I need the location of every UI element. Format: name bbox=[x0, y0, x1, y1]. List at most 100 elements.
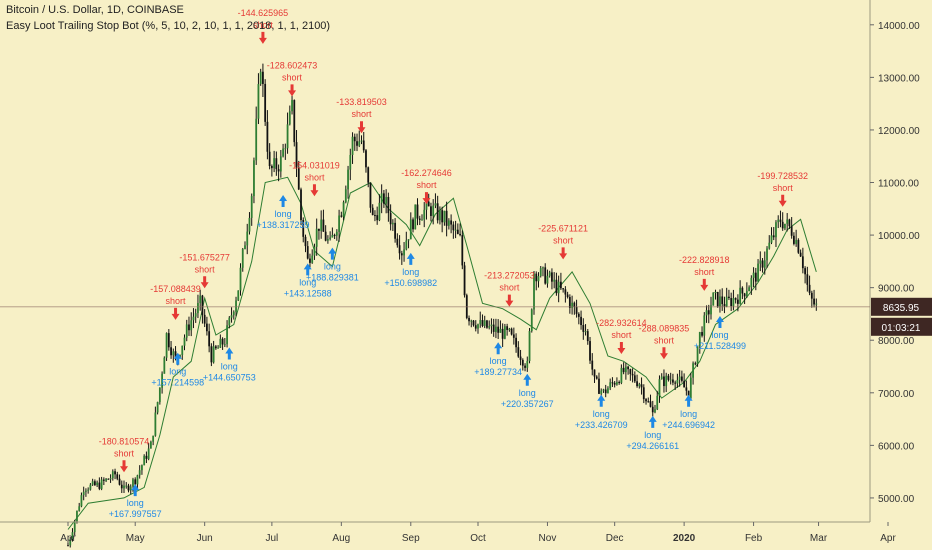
candle-body bbox=[279, 156, 282, 172]
candle-body bbox=[616, 382, 618, 385]
candle-body bbox=[680, 376, 683, 381]
candle-body bbox=[611, 382, 614, 384]
candle-body bbox=[676, 379, 679, 384]
candle-body bbox=[302, 220, 305, 237]
candle-body bbox=[185, 324, 188, 338]
candle-body bbox=[376, 215, 379, 221]
candle-body bbox=[622, 367, 625, 373]
x-tick-label: Aug bbox=[332, 533, 350, 544]
candle-body bbox=[282, 148, 284, 157]
x-tick-label: May bbox=[126, 533, 145, 544]
candle-body bbox=[772, 235, 775, 238]
signal-pnl-label: -162.274646 bbox=[401, 168, 452, 178]
signal-type-label: short bbox=[253, 20, 274, 30]
candle-body bbox=[237, 290, 240, 301]
candle-body bbox=[365, 150, 367, 168]
short-signal: -151.675277 short bbox=[179, 252, 230, 289]
signal-type-label: short bbox=[114, 448, 135, 458]
y-tick-label: 7000.00 bbox=[878, 389, 915, 400]
candle-body bbox=[179, 355, 181, 358]
candle-body bbox=[447, 220, 450, 226]
candle-body bbox=[241, 249, 244, 268]
candle-body bbox=[730, 298, 733, 307]
signal-pnl-label: +157.214598 bbox=[151, 378, 204, 388]
candle-body bbox=[250, 196, 253, 218]
candle-body bbox=[629, 369, 632, 374]
candle-body bbox=[472, 320, 475, 326]
candle-body bbox=[286, 124, 289, 149]
candle-body bbox=[537, 276, 540, 282]
signal-pnl-label: -288.089835 bbox=[639, 323, 690, 333]
candle-body bbox=[506, 326, 509, 330]
candle-body bbox=[459, 233, 461, 236]
candle-body bbox=[441, 210, 444, 223]
candle-body bbox=[660, 376, 663, 380]
candle-body bbox=[288, 111, 291, 125]
short-arrow-icon bbox=[357, 121, 366, 134]
candle-body bbox=[775, 222, 777, 238]
candle-body bbox=[206, 323, 208, 332]
candle-body bbox=[210, 346, 213, 363]
candle-body bbox=[566, 294, 569, 298]
candle-body bbox=[418, 218, 421, 220]
candle-body bbox=[315, 228, 318, 247]
candle-body bbox=[380, 193, 383, 203]
candle-body bbox=[651, 406, 654, 413]
signal-type-label: long bbox=[519, 388, 536, 398]
signal-pnl-label: -144.625965 bbox=[238, 8, 289, 18]
candle-body bbox=[535, 273, 538, 282]
countdown-label: 01:03:21 bbox=[882, 323, 921, 334]
candle-body bbox=[674, 382, 677, 384]
candle-body bbox=[98, 482, 101, 489]
candle-body bbox=[631, 373, 634, 376]
indicator-label: Easy Loot Trailing Stop Bot (%, 5, 10, 2… bbox=[6, 20, 331, 32]
candle-body bbox=[109, 478, 112, 480]
signal-type-label: long bbox=[490, 356, 507, 366]
candle-body bbox=[313, 246, 316, 256]
candle-body bbox=[766, 248, 768, 261]
signal-pnl-label: +150.698982 bbox=[384, 278, 437, 288]
candle-body bbox=[568, 297, 571, 308]
candle-body bbox=[685, 387, 688, 391]
candle-body bbox=[793, 235, 795, 244]
candle-body bbox=[627, 366, 630, 370]
candle-body bbox=[306, 246, 309, 259]
candle-body bbox=[423, 209, 426, 220]
candle-body bbox=[528, 331, 531, 361]
candle-body bbox=[154, 412, 157, 436]
candle-body bbox=[349, 154, 352, 170]
candle-body bbox=[253, 160, 255, 197]
short-signal: -199.728532 short bbox=[757, 171, 808, 207]
y-tick-label: 10000.00 bbox=[878, 231, 920, 242]
candle-body bbox=[369, 182, 372, 208]
candle-body bbox=[190, 320, 193, 331]
candle-body bbox=[687, 390, 690, 399]
short-signal: -282.932614 short bbox=[596, 318, 647, 354]
y-tick-label: 14000.00 bbox=[878, 21, 920, 32]
signal-type-label: long bbox=[402, 267, 419, 277]
candle-body bbox=[461, 235, 464, 266]
candle-body bbox=[295, 142, 298, 168]
x-tick-label: Jul bbox=[265, 533, 278, 544]
candle-body bbox=[221, 338, 224, 345]
candle-body bbox=[378, 202, 381, 221]
candle-body bbox=[694, 363, 697, 365]
candle-body bbox=[127, 485, 130, 491]
candle-body bbox=[320, 219, 323, 231]
candle-body bbox=[400, 253, 403, 256]
candle-body bbox=[501, 328, 504, 339]
candle-body bbox=[665, 375, 668, 387]
candle-body bbox=[342, 202, 345, 217]
signal-pnl-label: -222.828918 bbox=[679, 255, 730, 265]
candle-body bbox=[539, 268, 542, 277]
long-signal: long+233.426709 bbox=[575, 394, 628, 430]
x-tick-label: Sep bbox=[402, 533, 420, 544]
candle-body bbox=[678, 376, 681, 380]
long-signal: long+157.214598 bbox=[151, 352, 204, 388]
candle-body bbox=[217, 347, 220, 349]
short-signal: -222.828918 short bbox=[679, 255, 730, 291]
candle-body bbox=[739, 287, 742, 304]
candle-body bbox=[759, 260, 762, 264]
